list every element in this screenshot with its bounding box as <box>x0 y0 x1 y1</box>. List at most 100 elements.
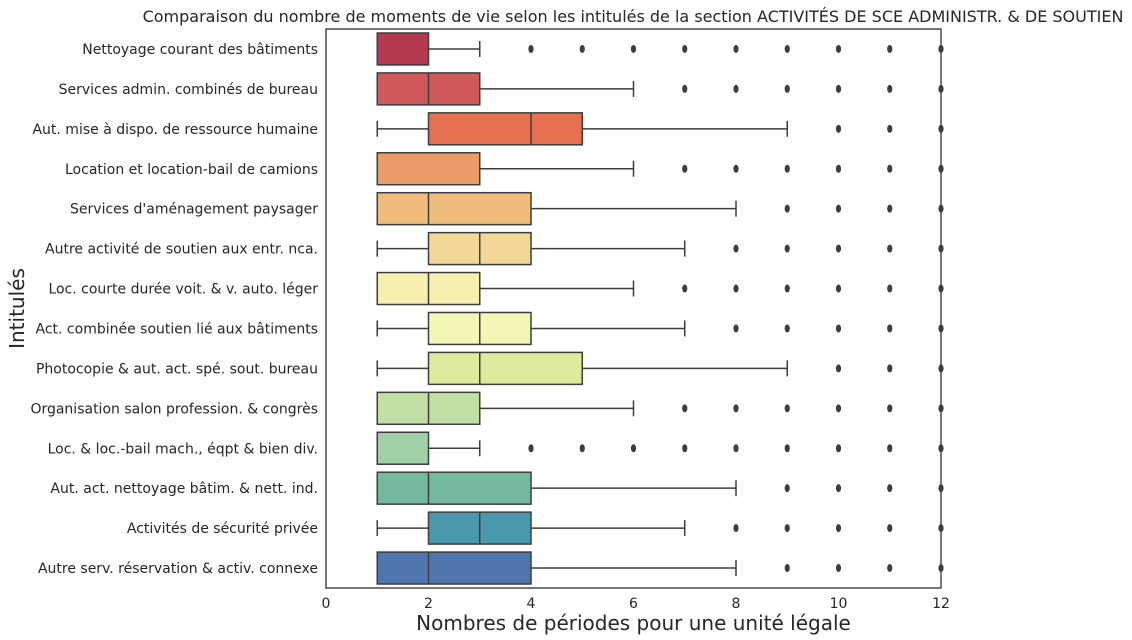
outlier-point <box>835 404 842 413</box>
outlier-point <box>938 124 944 133</box>
outlier-point <box>835 284 842 293</box>
outlier-point <box>938 244 944 253</box>
x-axis-ticks: 0 2 4 6 8 10 12 <box>322 596 950 612</box>
category-label: Organisation salon profession. & congrès <box>30 401 318 417</box>
box <box>376 32 430 66</box>
outlier-point <box>682 164 688 173</box>
x-tick-label: 12 <box>932 596 950 612</box>
outlier-point <box>887 444 893 453</box>
outlier-point <box>528 444 534 453</box>
outlier-point <box>938 204 944 213</box>
outlier-point <box>887 484 893 493</box>
outlier-point <box>938 84 944 93</box>
outlier-point <box>784 284 790 293</box>
box-group <box>376 271 944 306</box>
outlier-point <box>579 444 585 453</box>
box-group <box>376 351 944 386</box>
outlier-point <box>733 164 739 173</box>
box-group <box>376 32 944 66</box>
box-group <box>376 471 944 505</box>
outlier-point <box>887 284 893 293</box>
category-label: Location et location-bail de camions <box>65 162 318 178</box>
outlier-point <box>784 204 790 213</box>
outlier-point <box>784 524 790 533</box>
outlier-point <box>784 44 790 53</box>
outlier-point <box>887 524 893 533</box>
outlier-point <box>938 524 944 533</box>
category-label: Autre serv. réservation & activ. connexe <box>38 561 318 577</box>
outlier-point <box>733 84 739 93</box>
category-label: Autre activité de soutien aux entr. nca. <box>45 242 318 258</box>
outlier-point <box>835 84 842 93</box>
outlier-point <box>887 364 893 373</box>
box <box>376 551 532 585</box>
category-label: Photocopie & aut. act. spé. sout. bureau <box>36 361 318 377</box>
outlier-point <box>579 44 585 53</box>
outlier-point <box>784 244 790 253</box>
outlier-point <box>784 404 790 413</box>
x-tick-label: 8 <box>732 596 741 612</box>
outlier-point <box>887 404 893 413</box>
outlier-point <box>733 244 739 253</box>
outlier-point <box>835 204 842 213</box>
chart-title: Comparaison du nombre de moments de vie … <box>143 7 1124 26</box>
outlier-point <box>528 44 534 53</box>
outlier-point <box>887 204 893 213</box>
x-tick-label: 4 <box>527 596 536 612</box>
outlier-point <box>887 164 893 173</box>
outlier-point <box>835 364 842 373</box>
box <box>376 431 430 465</box>
outlier-point <box>784 84 790 93</box>
outlier-point <box>630 444 637 453</box>
box-group <box>376 72 944 106</box>
box <box>427 112 583 146</box>
outlier-point <box>938 444 944 453</box>
outlier-point <box>733 284 739 293</box>
x-tick-label: 10 <box>830 596 848 612</box>
category-label: Nettoyage courant des bâtiments <box>82 42 318 58</box>
plot-marks <box>376 32 944 585</box>
outlier-point <box>784 564 790 573</box>
box <box>376 191 532 226</box>
box-group <box>376 191 944 226</box>
category-label: Services admin. combinés de bureau <box>59 82 318 98</box>
outlier-point <box>835 484 842 493</box>
outlier-point <box>938 324 944 333</box>
outlier-point <box>784 324 790 333</box>
outlier-point <box>887 564 893 573</box>
box-group <box>376 511 944 545</box>
plot-frame <box>325 28 942 589</box>
outlier-point <box>938 404 944 413</box>
outlier-point <box>784 444 790 453</box>
y-axis-title: Intitulés <box>5 268 29 349</box>
x-tick-label: 6 <box>629 596 638 612</box>
outlier-point <box>835 44 842 53</box>
outlier-point <box>835 444 842 453</box>
box <box>427 351 583 386</box>
outlier-point <box>682 444 688 453</box>
category-label: Services d'aménagement paysager <box>70 202 318 218</box>
category-label: Act. combinée soutien lié aux bâtiments <box>36 321 318 337</box>
outlier-point <box>733 444 739 453</box>
category-label: Aut. mise à dispo. de ressource humaine <box>32 122 318 138</box>
box-group <box>376 311 944 346</box>
box-group <box>376 431 944 465</box>
outlier-point <box>938 484 944 493</box>
outlier-point <box>938 564 944 573</box>
box-group <box>376 112 944 146</box>
box-group <box>376 551 944 585</box>
outlier-point <box>887 324 893 333</box>
outlier-point <box>682 84 688 93</box>
outlier-point <box>938 284 944 293</box>
outlier-point <box>682 284 688 293</box>
outlier-point <box>835 164 842 173</box>
outlier-point <box>887 84 893 93</box>
outlier-point <box>835 244 842 253</box>
outlier-point <box>835 524 842 533</box>
box <box>376 471 532 505</box>
outlier-point <box>630 44 637 53</box>
y-axis-category-labels: Nettoyage courant des bâtiments Services … <box>30 42 318 577</box>
outlier-point <box>887 44 893 53</box>
box-group <box>376 391 944 426</box>
